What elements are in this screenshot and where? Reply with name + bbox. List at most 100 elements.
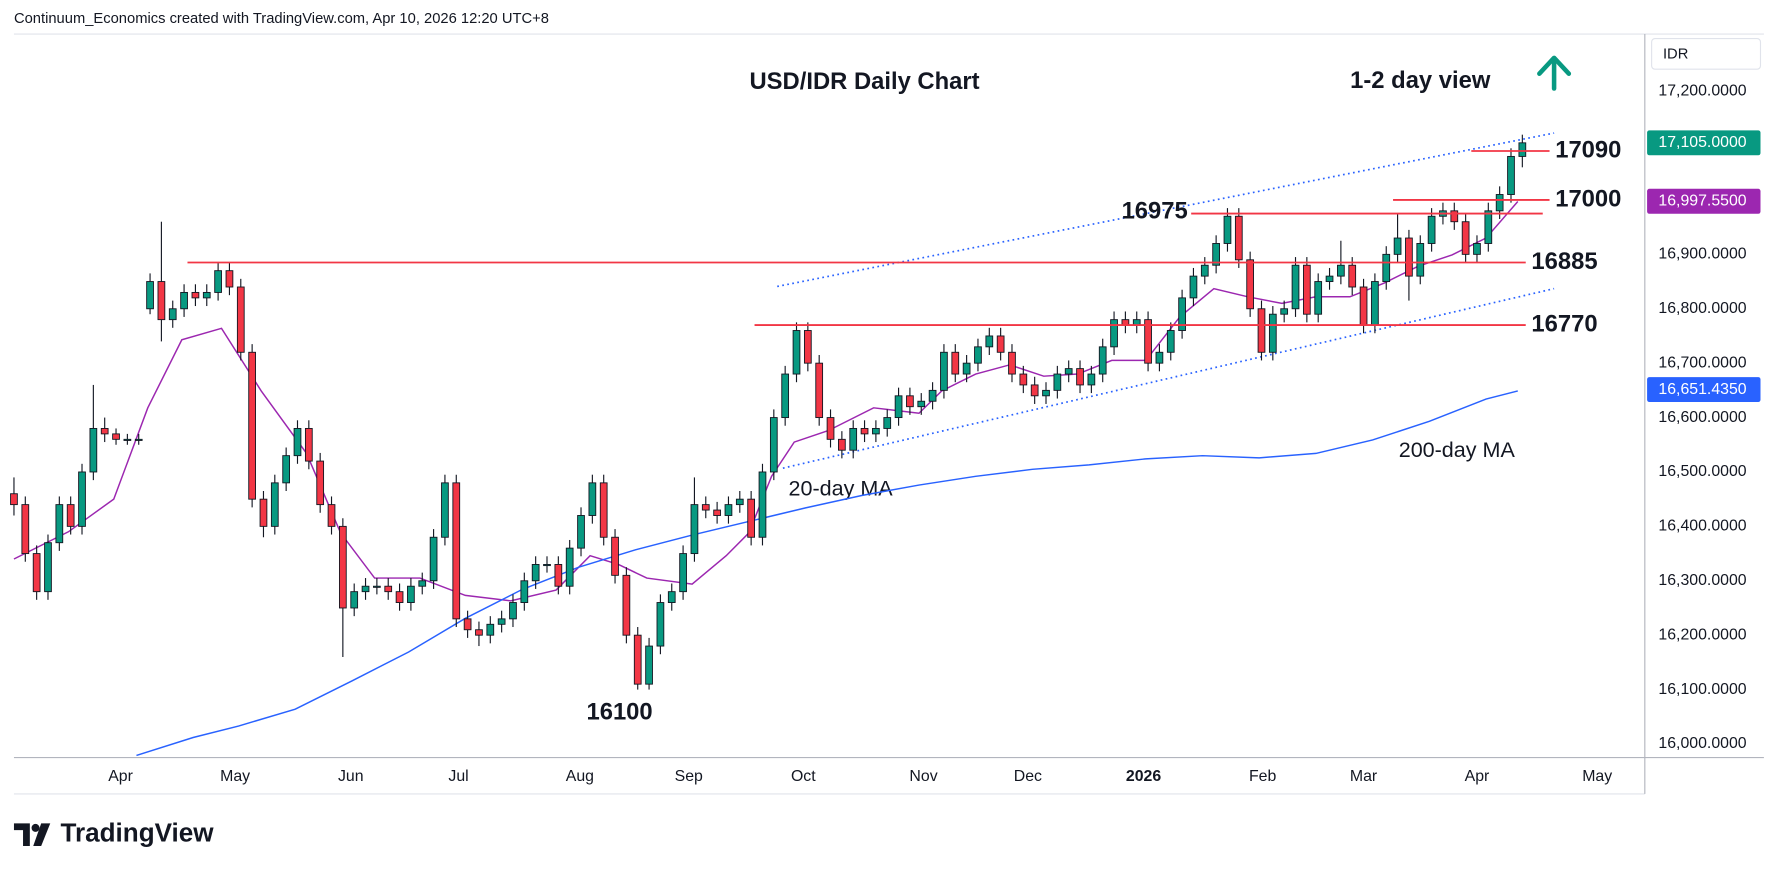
candle-body bbox=[1382, 253, 1391, 283]
candle-body bbox=[475, 629, 483, 636]
candle-body bbox=[849, 427, 858, 451]
level-label: 17000 bbox=[1555, 185, 1621, 212]
candle-body bbox=[735, 498, 744, 506]
candle-body bbox=[304, 427, 313, 462]
candle-body bbox=[497, 618, 506, 625]
candle-body bbox=[554, 564, 563, 587]
candle-body bbox=[248, 351, 256, 500]
x-tick-label: Oct bbox=[791, 768, 816, 785]
candle-body bbox=[1268, 313, 1277, 353]
brand-logo bbox=[13, 823, 51, 847]
candle-body bbox=[1484, 210, 1493, 244]
candle-body bbox=[1473, 243, 1481, 255]
line-label: 20-day MA bbox=[789, 477, 894, 501]
y-tick-label: 16,500.0000 bbox=[1658, 463, 1746, 480]
candle-body bbox=[565, 547, 574, 587]
level-label: 16975 bbox=[1122, 198, 1188, 225]
candle-body bbox=[815, 362, 824, 419]
candle-body bbox=[1189, 275, 1198, 299]
candle-body bbox=[407, 585, 415, 603]
line-label: 200-day MA bbox=[1399, 438, 1516, 462]
y-tick-label: 16,100.0000 bbox=[1658, 681, 1746, 698]
candle-body bbox=[883, 417, 892, 429]
candle-body bbox=[418, 580, 427, 587]
candle-body bbox=[1087, 373, 1096, 386]
candle-body bbox=[1450, 210, 1459, 223]
candle-body bbox=[486, 623, 495, 636]
candle-body bbox=[32, 553, 41, 593]
candle-body bbox=[838, 438, 846, 451]
candle-body bbox=[191, 291, 200, 299]
candle-body bbox=[531, 564, 540, 582]
candle-body bbox=[543, 564, 551, 567]
x-tick-label: Feb bbox=[1249, 768, 1277, 785]
candle-body bbox=[236, 286, 245, 353]
candle-body bbox=[996, 335, 1005, 353]
candle-body bbox=[1280, 308, 1289, 315]
candle-body bbox=[724, 504, 733, 516]
candle-body bbox=[1518, 142, 1527, 157]
y-tick-label: 16,900.0000 bbox=[1658, 246, 1746, 263]
candle-body bbox=[1223, 215, 1232, 244]
candle-body bbox=[577, 515, 585, 549]
candle-body bbox=[259, 498, 268, 527]
candle-body bbox=[1291, 264, 1300, 310]
candle-body bbox=[611, 536, 619, 576]
candle-body bbox=[803, 330, 812, 364]
candle-body bbox=[962, 362, 971, 375]
candle-body bbox=[1212, 243, 1220, 266]
candle-body bbox=[1405, 237, 1413, 277]
y-tick-label: 16,200.0000 bbox=[1658, 626, 1746, 643]
y-tick-label: 16,600.0000 bbox=[1658, 409, 1746, 426]
low-label: 16100 bbox=[586, 699, 652, 726]
currency-box bbox=[1651, 37, 1762, 70]
candle-body bbox=[701, 504, 710, 511]
candle-body bbox=[225, 270, 234, 288]
candle-body bbox=[1416, 243, 1425, 277]
candle-body bbox=[123, 438, 132, 441]
candle-body bbox=[940, 351, 948, 391]
candle-body bbox=[78, 471, 86, 527]
candle-body bbox=[395, 591, 404, 603]
channel-line bbox=[777, 132, 1555, 288]
candle-body bbox=[826, 417, 835, 440]
candle-body bbox=[1200, 264, 1209, 277]
candle-body bbox=[1166, 330, 1175, 353]
candle-body bbox=[168, 308, 177, 321]
candle-body bbox=[1495, 194, 1504, 212]
candle-body bbox=[1461, 221, 1470, 255]
candle-body bbox=[66, 504, 75, 527]
candle-body bbox=[1053, 373, 1062, 391]
up-arrow bbox=[1537, 55, 1572, 91]
candle-body bbox=[327, 504, 336, 527]
candle-body bbox=[747, 498, 755, 538]
candle-body bbox=[974, 346, 982, 364]
x-tick-label: Sep bbox=[675, 768, 703, 785]
moving-average bbox=[13, 201, 1519, 602]
candle-body bbox=[44, 542, 52, 593]
candle-body bbox=[656, 602, 665, 647]
candle-body bbox=[1427, 215, 1436, 244]
x-tick-label: Dec bbox=[1014, 768, 1042, 785]
candle-body bbox=[157, 281, 166, 321]
candle-body bbox=[769, 417, 778, 473]
candle-body bbox=[1359, 286, 1368, 326]
candle-body bbox=[1325, 275, 1334, 283]
x-tick-label: 2026 bbox=[1126, 768, 1161, 785]
candle-body bbox=[1337, 264, 1345, 277]
candle-body bbox=[520, 580, 529, 603]
candle-body bbox=[112, 433, 120, 440]
candle-body bbox=[282, 455, 291, 484]
chart-subtitle: 1-2 day view bbox=[1350, 67, 1491, 94]
candle-body bbox=[1371, 281, 1379, 326]
candle-body bbox=[1008, 351, 1016, 375]
credit: Continuum_Economics created with Trading… bbox=[14, 11, 549, 27]
price-tag-label: 16,997.5500 bbox=[1658, 192, 1746, 209]
candle-body bbox=[180, 291, 188, 310]
candle-body bbox=[429, 536, 438, 582]
candle-body bbox=[21, 504, 30, 555]
candle-body bbox=[1348, 264, 1357, 288]
candle-body bbox=[55, 504, 64, 544]
